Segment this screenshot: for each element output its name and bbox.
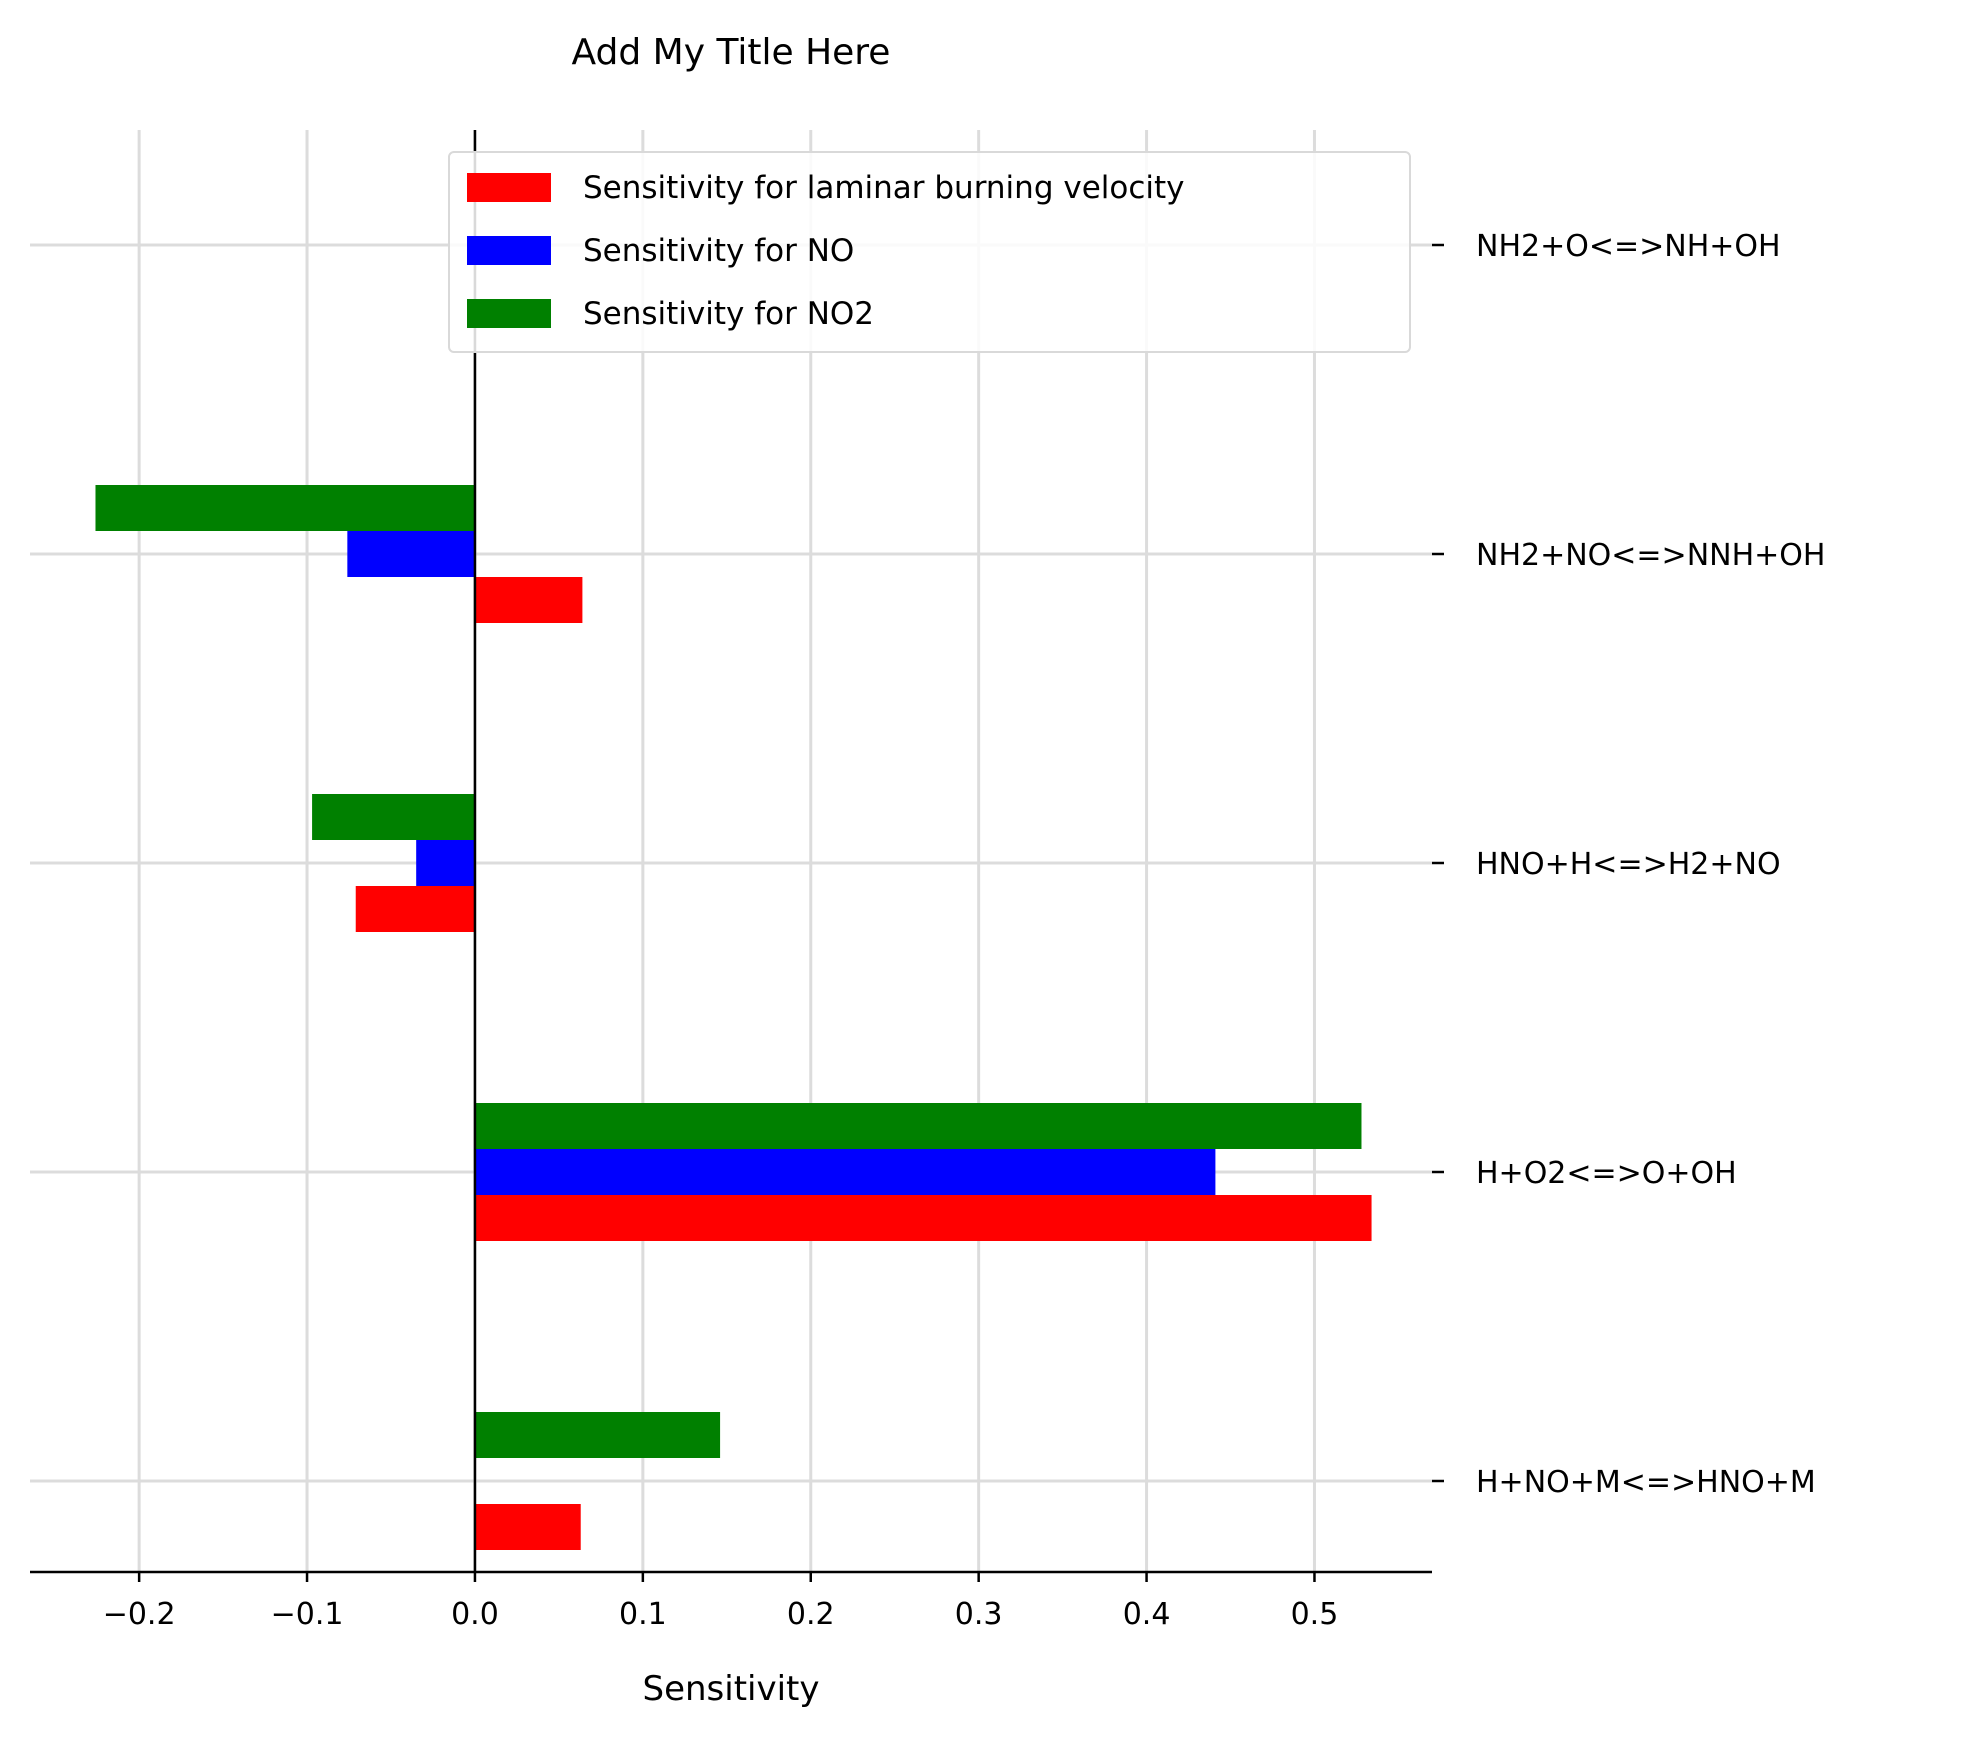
labels: −0.2 −0.1 0.0 0.1 0.2 0.3 0.4 0.5 NH2+O<=>NH+OH N… (103, 32, 1826, 1709)
x-tick-label: 0.5 (1291, 1597, 1339, 1632)
bar-series-2-cat-4 (474, 1412, 721, 1458)
axes (30, 130, 1444, 1582)
x-tick-label: 0.4 (1123, 1597, 1171, 1632)
legend-label: Sensitivity for laminar burning velocity (583, 170, 1185, 206)
bar-series-1-cat-3 (474, 1149, 1216, 1195)
bar-series-2-cat-1 (95, 485, 475, 531)
x-tick-label: 0.2 (787, 1597, 835, 1632)
y-category-label: H+NO+M<=>HNO+M (1476, 1465, 1816, 1500)
y-category-label: HNO+H<=>H2+NO (1476, 847, 1781, 882)
y-category-label: H+O2<=>O+OH (1476, 1156, 1737, 1191)
x-axis-title: Sensitivity (642, 1669, 819, 1709)
x-tick-label: −0.1 (271, 1597, 344, 1632)
bar-series-2-cat-2 (312, 794, 475, 840)
x-tick-label: 0.0 (451, 1597, 499, 1632)
bar-series-0-cat-4 (474, 1504, 581, 1550)
legend-swatch (467, 173, 551, 202)
y-category-label: NH2+O<=>NH+OH (1476, 229, 1781, 264)
x-tick-label: 0.1 (619, 1597, 667, 1632)
bar-series-1-cat-2 (416, 840, 475, 886)
legend: Sensitivity for laminar burning velocity… (448, 151, 1411, 353)
y-category-label: NH2+NO<=>NNH+OH (1476, 538, 1825, 573)
bar-series-0-cat-1 (474, 577, 583, 623)
legend-label: Sensitivity for NO (583, 233, 854, 269)
legend-swatch (467, 299, 551, 328)
chart-title: Add My Title Here (572, 32, 891, 73)
bar-series-2-cat-3 (474, 1103, 1362, 1149)
x-tick-label: 0.3 (955, 1597, 1003, 1632)
bars (95, 485, 1372, 1550)
legend-box (448, 151, 1411, 353)
legend-swatch (467, 236, 551, 265)
bar-series-0-cat-2 (355, 886, 475, 932)
legend-label: Sensitivity for NO2 (583, 296, 874, 332)
bar-series-0-cat-3 (474, 1195, 1372, 1241)
x-tick-label: −0.2 (103, 1597, 176, 1632)
bar-series-1-cat-1 (347, 531, 475, 577)
